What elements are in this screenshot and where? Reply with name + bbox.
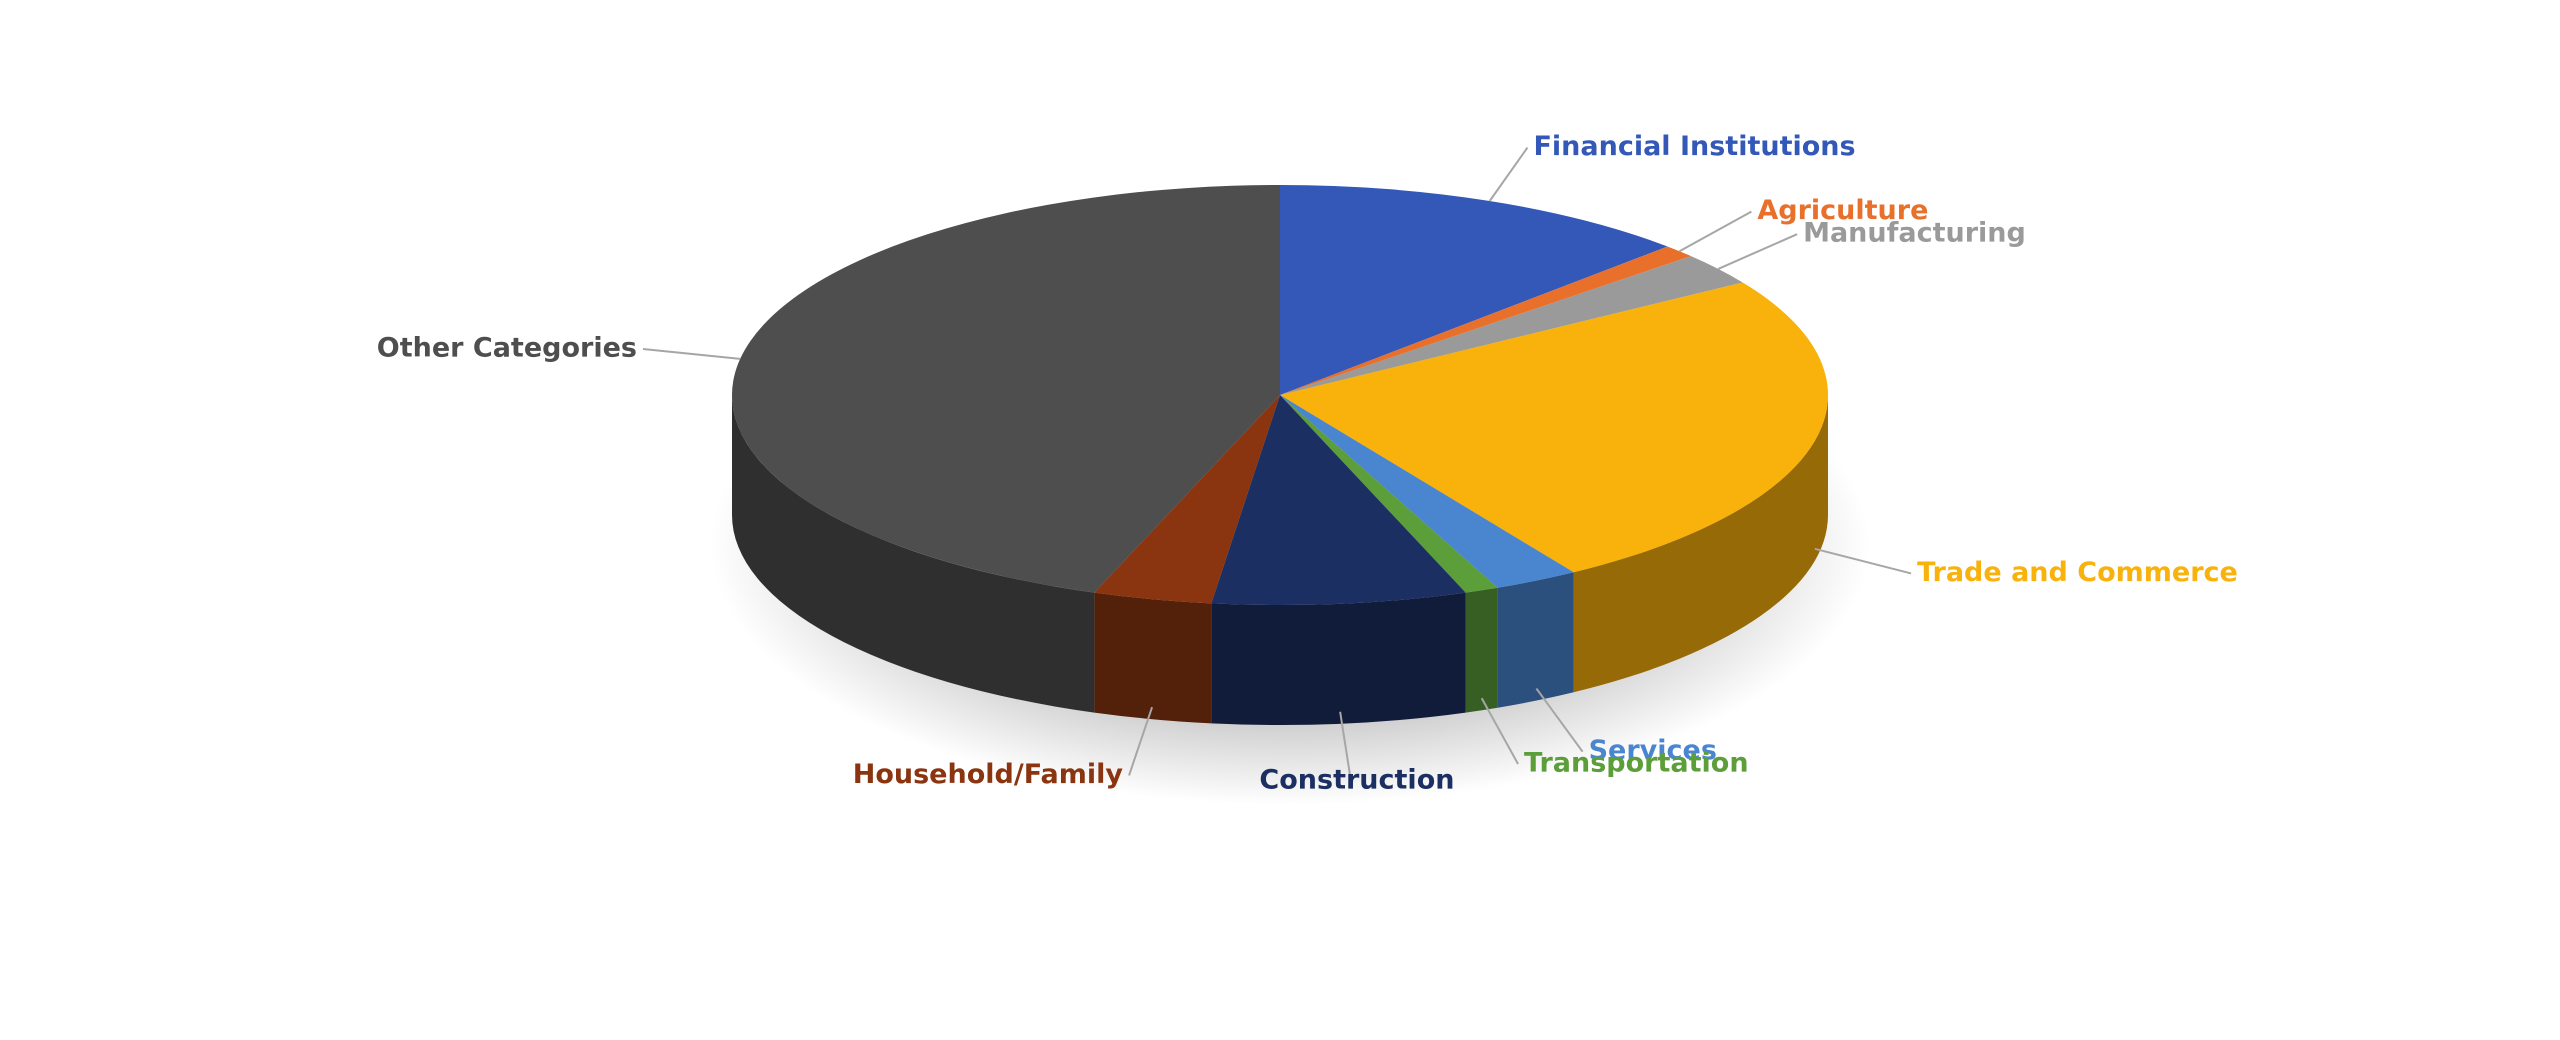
slice-label: Financial Institutions xyxy=(1533,131,1855,162)
pie-slice xyxy=(1280,395,1574,588)
pie-slice xyxy=(1280,282,1828,573)
pie-slice xyxy=(1280,256,1743,395)
leader-line xyxy=(1339,711,1352,782)
leader-line xyxy=(1678,210,1752,253)
slice-label: Household/Family xyxy=(853,759,1124,790)
pie-slice-side xyxy=(732,395,1095,713)
leader-line xyxy=(1814,547,1912,575)
pie-slice xyxy=(1280,395,1498,593)
pie-slice-side xyxy=(1211,592,1466,726)
leader-line xyxy=(1717,233,1798,270)
slice-label: Other Categories xyxy=(377,332,637,363)
pie-slice xyxy=(1280,185,1668,395)
leader-line xyxy=(1128,706,1154,776)
slice-label: Construction xyxy=(1259,765,1454,796)
pie-slice xyxy=(1094,395,1280,604)
leader-line xyxy=(642,347,741,360)
slice-label: Agriculture xyxy=(1757,195,1928,226)
pie-slice xyxy=(1280,246,1692,395)
pie-slice xyxy=(731,185,1280,593)
pie-slice-side xyxy=(1465,587,1498,713)
slice-label: Transportation xyxy=(1524,747,1749,778)
slice-label: Manufacturing xyxy=(1803,218,2026,249)
leader-line xyxy=(1535,688,1584,753)
pie-slice-side xyxy=(1573,395,1828,693)
leader-line xyxy=(1480,697,1519,765)
slice-label: Services xyxy=(1589,735,1717,766)
slice-label: Trade and Commerce xyxy=(1917,557,2238,588)
pie-slice xyxy=(1211,395,1466,606)
pie-slice-side xyxy=(1497,572,1574,708)
pie-slice-side xyxy=(1094,592,1212,724)
leader-line xyxy=(1488,147,1529,202)
